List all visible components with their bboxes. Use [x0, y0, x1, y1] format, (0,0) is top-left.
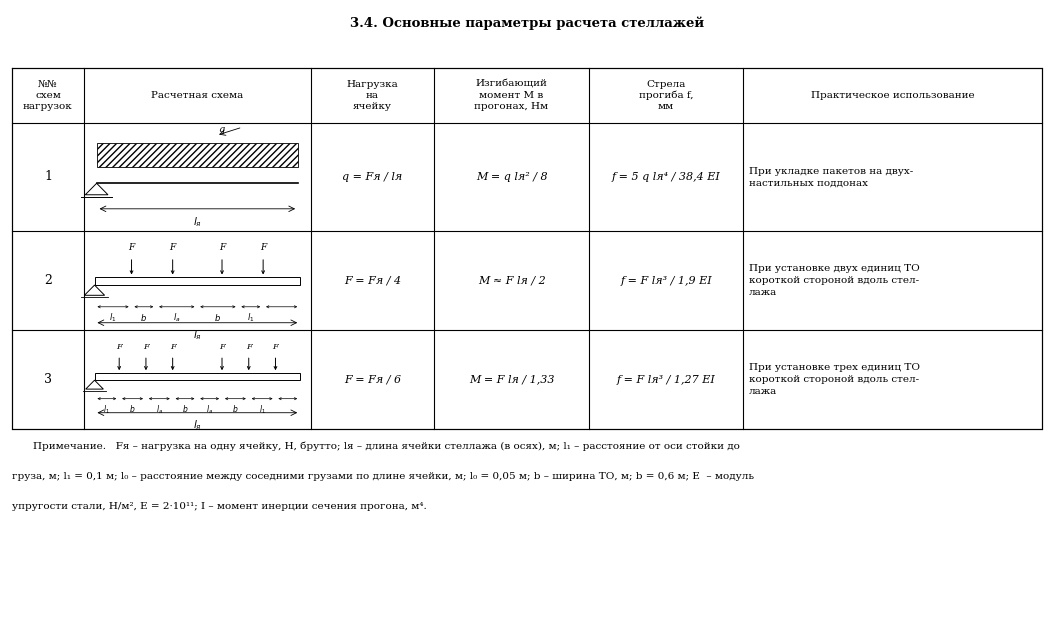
Text: M = F lя / 1,33: M = F lя / 1,33	[469, 374, 554, 385]
Text: Изгибающий
момент M в
прогонах, Нм: Изгибающий момент M в прогонах, Нм	[474, 80, 549, 111]
Bar	[95, 278, 300, 285]
Text: Расчетная схема: Расчетная схема	[151, 91, 243, 100]
Text: F: F	[260, 243, 267, 252]
Text: $l_1$: $l_1$	[258, 403, 266, 415]
Text: груза, м; l₁ = 0,1 м; l₀ – расстояние между соседними грузами по длине ячейки, м: груза, м; l₁ = 0,1 м; l₀ – расстояние ме…	[12, 472, 754, 481]
Text: упругости стали, Н/м², E = 2·10¹¹; I – момент инерции сечения прогона, м⁴.: упругости стали, Н/м², E = 2·10¹¹; I – м…	[12, 503, 427, 512]
Text: f = F lя³ / 1,27 EI: f = F lя³ / 1,27 EI	[617, 374, 716, 385]
Text: При укладке пакетов на двух-
настильных поддонах: При укладке пакетов на двух- настильных …	[748, 167, 913, 187]
Text: f = 5 q lя⁴ / 38,4 EI: f = 5 q lя⁴ / 38,4 EI	[611, 172, 721, 182]
Bar	[97, 143, 298, 167]
Text: F: F	[219, 344, 225, 351]
Text: $l_1$: $l_1$	[103, 403, 111, 415]
Text: F: F	[116, 344, 122, 351]
Text: q = Fя / lя: q = Fя / lя	[343, 172, 403, 182]
Text: M = q lя² / 8: M = q lя² / 8	[475, 172, 547, 182]
Text: M ≈ F lя / 2: M ≈ F lя / 2	[477, 276, 545, 286]
Text: $l_я$: $l_я$	[193, 328, 201, 342]
Text: $l_1$: $l_1$	[110, 312, 117, 324]
Text: F: F	[273, 344, 278, 351]
Text: F: F	[246, 344, 252, 351]
Text: F: F	[219, 243, 226, 252]
Bar	[95, 373, 300, 380]
Text: Стрела
прогиба f,
мм: Стрела прогиба f, мм	[639, 79, 694, 112]
Text: F: F	[143, 344, 149, 351]
Text: 3: 3	[44, 373, 52, 386]
Text: $l_а$: $l_а$	[207, 403, 213, 415]
Text: f = F lя³ / 1,9 EI: f = F lя³ / 1,9 EI	[620, 276, 711, 286]
Text: q: q	[218, 124, 225, 133]
Text: $b$: $b$	[232, 403, 238, 414]
Text: 3.4. Основные параметры расчета стеллажей: 3.4. Основные параметры расчета стеллаже…	[350, 17, 704, 31]
Text: При установке двух единиц ТО
короткой стороной вдоль стел-
лажа: При установке двух единиц ТО короткой ст…	[748, 264, 919, 297]
Text: $b$: $b$	[140, 312, 148, 323]
Text: №№
схем
нагрузок: №№ схем нагрузок	[23, 80, 73, 111]
Text: Практическое использование: Практическое использование	[811, 91, 975, 100]
Text: $l_1$: $l_1$	[247, 312, 254, 324]
Text: При установке трех единиц ТО
короткой стороной вдоль стел-
лажа: При установке трех единиц ТО короткой ст…	[748, 363, 919, 396]
Text: $l_а$: $l_а$	[156, 403, 162, 415]
Text: $b$: $b$	[214, 312, 221, 323]
Text: F: F	[170, 344, 176, 351]
Text: 2: 2	[44, 274, 52, 287]
Text: $l_я$: $l_я$	[193, 418, 201, 431]
Text: Примечание.   Fя – нагрузка на одну ячейку, Н, брутто; lя – длина ячейки стеллаж: Примечание. Fя – нагрузка на одну ячейку…	[33, 442, 740, 451]
Text: $b$: $b$	[181, 403, 189, 414]
Text: $l_я$: $l_я$	[193, 215, 201, 229]
Text: F = Fя / 4: F = Fя / 4	[344, 276, 401, 286]
Text: F: F	[129, 243, 135, 252]
Text: Нагрузка
на
ячейку: Нагрузка на ячейку	[347, 80, 398, 111]
Text: F: F	[170, 243, 176, 252]
Text: F = Fя / 6: F = Fя / 6	[344, 374, 401, 385]
Text: $b$: $b$	[130, 403, 136, 414]
Text: 1: 1	[44, 171, 52, 183]
Text: $l_а$: $l_а$	[173, 312, 180, 324]
